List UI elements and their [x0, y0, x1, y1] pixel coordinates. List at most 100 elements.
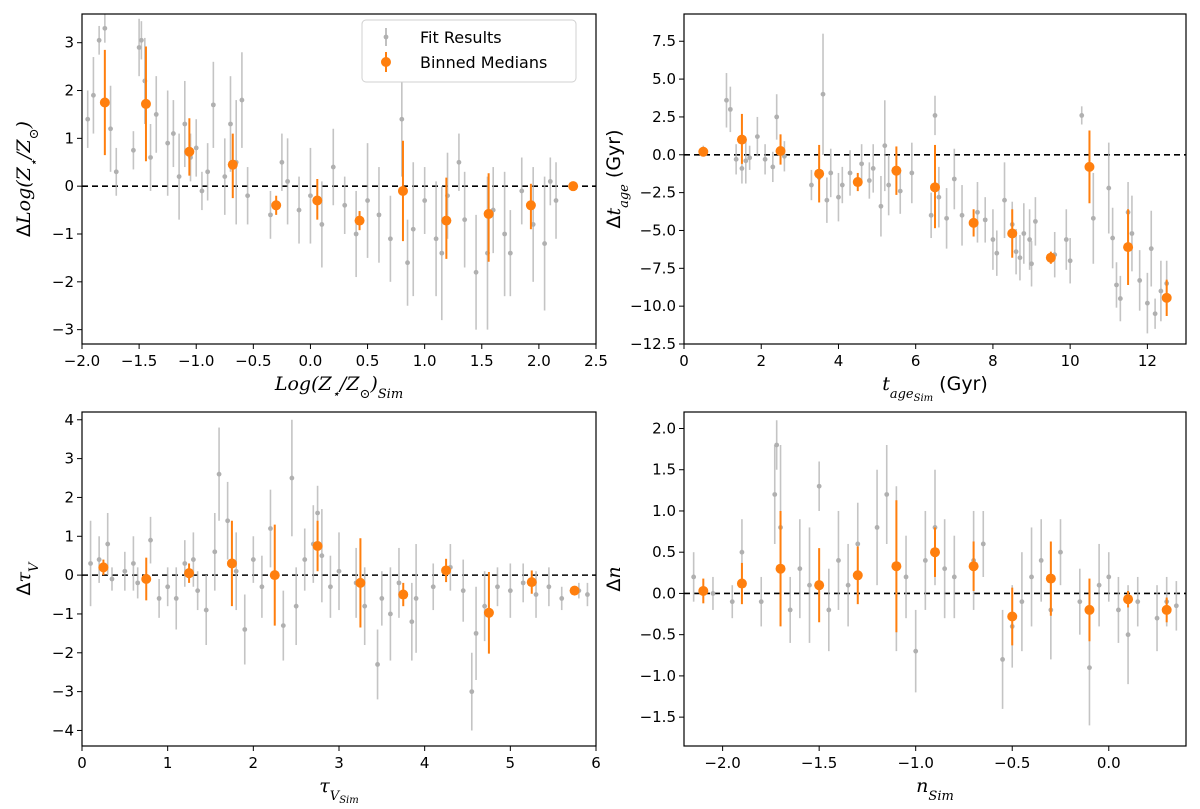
median-point — [736, 578, 747, 589]
median-point — [269, 570, 280, 581]
y-tick-label: 0.0 — [652, 584, 676, 602]
x-axis-label: Log(Z⋆/Z⊙)Sim — [274, 373, 403, 402]
fit-point — [1096, 582, 1102, 588]
x-tick-label: 0.0 — [299, 352, 323, 370]
median-point — [569, 585, 580, 596]
fit-point — [379, 596, 385, 601]
y-tick-label: 2 — [64, 488, 74, 506]
y-tick-label: 1.0 — [652, 502, 676, 520]
x-tick-label: 4 — [420, 754, 430, 772]
fit-point — [239, 97, 245, 103]
fit-point — [315, 510, 320, 516]
median-point — [852, 177, 863, 188]
y-tick-label: 1.5 — [652, 461, 676, 479]
fit-point — [816, 483, 822, 489]
median-point — [140, 98, 151, 109]
fit-point — [542, 241, 547, 246]
fit-point — [1148, 246, 1154, 252]
fit-point — [1125, 632, 1131, 638]
fit-point — [1137, 278, 1143, 283]
panel-sersic: −2.0 −1.5 −1.0 −0.5 0.0 −1.5 −1.0 −0.5 0.0 0.5 1.0… — [603, 411, 1187, 804]
fit-point — [199, 188, 205, 194]
fit-point — [928, 212, 934, 218]
x-tick-label: −0.5 — [235, 352, 271, 370]
fit-point — [724, 97, 729, 103]
fit-point — [296, 207, 302, 213]
median-point — [184, 146, 195, 157]
fit-point — [762, 156, 768, 162]
y-tick-label: 1 — [64, 129, 74, 147]
fit-point — [268, 212, 273, 218]
fit-point — [242, 627, 248, 632]
x-tick-label: 3 — [334, 754, 344, 772]
y-tick-label: 4 — [64, 411, 74, 429]
fit-point — [413, 596, 419, 601]
x-axis-label: tageSim (Gyr) — [882, 373, 988, 404]
fit-point — [365, 198, 370, 203]
x-tick-label: 1 — [163, 754, 173, 772]
y-tick-label: 0 — [64, 566, 74, 584]
fit-point — [982, 217, 988, 223]
fit-point — [495, 584, 500, 590]
y-tick-label: 0.5 — [652, 543, 676, 561]
fit-point — [153, 112, 159, 117]
fit-point — [839, 182, 845, 188]
fit-point — [216, 471, 222, 477]
fit-point — [96, 37, 102, 43]
y-tick-label: −3 — [52, 321, 74, 339]
fit-point — [882, 143, 888, 149]
median-point — [1084, 604, 1095, 615]
median-point — [736, 134, 747, 145]
fit-point — [547, 178, 553, 184]
fit-point — [747, 155, 753, 161]
fit-point — [1117, 296, 1123, 301]
fit-point — [913, 648, 919, 654]
fit-point — [1173, 603, 1179, 609]
fit-point — [302, 557, 308, 562]
x-axis-label: nSim — [916, 775, 954, 804]
fit-point — [280, 623, 286, 629]
y-tick-label: −1 — [52, 605, 74, 623]
y-tick-label: 3 — [64, 450, 74, 468]
fit-point — [131, 561, 136, 566]
fit-point — [897, 188, 903, 194]
fit-point — [212, 549, 218, 555]
fit-point — [388, 611, 393, 617]
fit-point — [228, 121, 233, 127]
median-point — [397, 185, 408, 196]
fit-point — [462, 217, 468, 223]
fit-point — [396, 580, 402, 586]
median-point — [271, 200, 282, 211]
fit-point — [1154, 615, 1160, 621]
fit-point — [439, 250, 445, 256]
fit-point — [1144, 300, 1150, 306]
axes-frame — [81, 13, 597, 345]
x-tick-label: −2.0 — [64, 352, 100, 370]
fit-point — [754, 134, 760, 140]
fit-point — [105, 541, 111, 547]
fit-point — [1106, 185, 1112, 191]
y-tick-label: −10.0 — [630, 297, 676, 315]
fit-point — [405, 260, 410, 266]
fit-point — [507, 588, 513, 594]
fit-point — [148, 155, 153, 160]
legend-fit-label: Fit Results — [420, 28, 502, 47]
x-tick-label: 5 — [506, 754, 516, 772]
fit-point — [530, 222, 536, 227]
x-tick-label: −2.0 — [704, 754, 740, 772]
x-tick-label: 6 — [911, 352, 921, 370]
y-tick-label: 2 — [64, 82, 74, 100]
binned-medians-series — [98, 520, 580, 654]
y-tick-label: 0.0 — [652, 146, 676, 164]
fit-point — [353, 231, 359, 237]
fit-point — [1029, 261, 1034, 267]
legend-fit-marker — [383, 34, 389, 40]
x-tick-label: 0.5 — [356, 352, 380, 370]
fit-point — [874, 525, 880, 530]
fit-point — [691, 574, 697, 580]
y-tick-label: −0.5 — [640, 626, 676, 644]
fit-point — [190, 557, 196, 562]
fit-point — [1033, 218, 1038, 224]
fit-point — [165, 584, 171, 590]
median-point — [814, 168, 825, 179]
